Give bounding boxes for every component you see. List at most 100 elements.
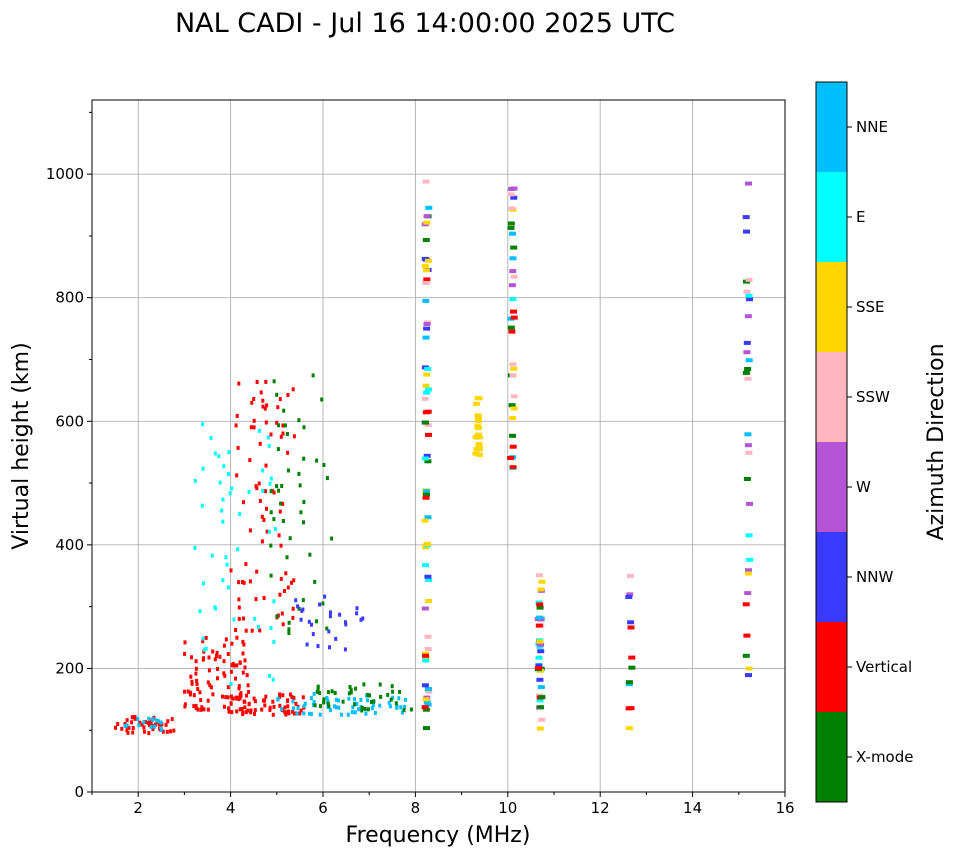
echo-point xyxy=(332,704,336,709)
echo-point xyxy=(260,514,264,519)
echo-point xyxy=(508,283,516,288)
echo-point xyxy=(204,646,208,651)
echo-point xyxy=(275,420,279,425)
echo-point xyxy=(302,425,306,430)
echo-point xyxy=(269,476,273,481)
echo-point xyxy=(255,380,259,384)
echo-point xyxy=(509,373,517,378)
echo-point xyxy=(627,620,635,625)
echo-point xyxy=(284,571,288,576)
echo-point xyxy=(209,436,213,440)
echo-point xyxy=(474,424,482,429)
echo-point xyxy=(238,707,242,712)
echo-point xyxy=(254,597,258,602)
echo-point xyxy=(189,674,193,679)
echo-point xyxy=(349,687,353,692)
echo-point xyxy=(536,726,544,731)
echo-point xyxy=(281,423,285,428)
echo-point xyxy=(510,315,518,320)
echo-point xyxy=(353,702,357,707)
echo-point xyxy=(240,706,244,711)
echo-point xyxy=(334,636,338,641)
echo-point xyxy=(242,500,245,505)
echo-point xyxy=(148,723,151,728)
echo-point xyxy=(302,703,306,708)
echo-point xyxy=(247,702,251,707)
echo-point xyxy=(389,697,393,702)
echo-point xyxy=(537,587,545,592)
echo-point xyxy=(507,192,515,197)
echo-point xyxy=(281,501,285,506)
echo-point xyxy=(276,697,280,702)
echo-point xyxy=(281,431,285,436)
echo-point xyxy=(268,673,272,678)
echo-point xyxy=(227,450,231,455)
echo-point xyxy=(424,647,432,651)
echo-point xyxy=(536,602,544,607)
echo-point xyxy=(510,309,517,314)
echo-point xyxy=(296,706,300,711)
echo-point xyxy=(422,707,430,712)
echo-point xyxy=(507,221,515,226)
echo-point xyxy=(627,625,635,630)
echo-point xyxy=(628,655,636,660)
echo-point xyxy=(247,489,251,494)
echo-point xyxy=(474,413,482,418)
echo-point xyxy=(350,710,354,715)
echo-point xyxy=(269,432,273,437)
echo-point xyxy=(183,689,186,694)
echo-point xyxy=(347,691,351,696)
echo-point xyxy=(131,730,135,735)
echo-point xyxy=(507,225,515,230)
echo-point xyxy=(255,569,259,574)
echo-point xyxy=(218,480,222,485)
echo-point xyxy=(359,697,363,702)
echo-point xyxy=(248,528,252,533)
echo-point xyxy=(335,705,338,710)
echo-point xyxy=(296,604,300,609)
echo-point xyxy=(472,434,480,439)
echo-point xyxy=(344,622,348,627)
echo-point xyxy=(250,628,254,633)
echo-point xyxy=(275,392,279,397)
colorbar-label: NNE xyxy=(856,118,888,136)
echo-point xyxy=(202,649,206,654)
echo-point xyxy=(628,665,636,670)
echo-point xyxy=(253,708,257,713)
echo-point xyxy=(743,350,751,355)
echo-point xyxy=(744,443,752,448)
echo-point xyxy=(202,647,206,652)
echo-point xyxy=(237,684,241,689)
echo-point xyxy=(159,720,163,725)
echo-point xyxy=(291,709,295,714)
echo-point xyxy=(194,671,198,676)
echo-point xyxy=(291,606,295,611)
echo-point xyxy=(264,463,268,468)
echo-point xyxy=(321,601,325,606)
echo-point xyxy=(360,708,364,713)
echo-point xyxy=(743,633,751,638)
echo-point xyxy=(403,705,407,709)
echo-point xyxy=(126,730,130,735)
echo-point xyxy=(207,668,211,673)
echo-point xyxy=(245,693,249,698)
echo-point xyxy=(425,578,433,582)
echo-point xyxy=(146,721,150,725)
echo-point xyxy=(341,699,345,704)
echo-point xyxy=(301,695,305,700)
y-tick-label: 400 xyxy=(55,536,84,554)
echo-point xyxy=(322,700,326,705)
echo-point xyxy=(745,568,752,573)
echo-point xyxy=(316,644,320,649)
echo-point xyxy=(378,682,382,687)
echo-point xyxy=(391,689,395,694)
echo-point xyxy=(294,701,298,706)
echo-point xyxy=(183,702,187,707)
echo-point xyxy=(196,707,200,712)
echo-point xyxy=(422,335,430,340)
echo-point xyxy=(315,619,318,624)
echo-point xyxy=(338,612,342,617)
echo-point xyxy=(625,726,633,731)
echo-point xyxy=(316,684,320,689)
x-tick-label: 16 xyxy=(775,799,794,817)
